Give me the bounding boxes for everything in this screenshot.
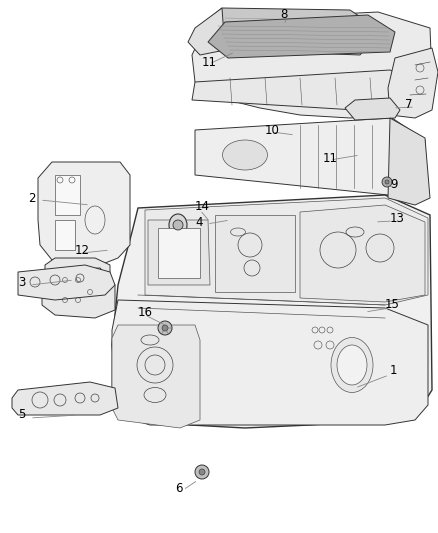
Text: 11: 11 xyxy=(323,151,338,165)
Circle shape xyxy=(195,465,209,479)
Circle shape xyxy=(385,180,389,184)
Circle shape xyxy=(173,220,183,230)
Text: 2: 2 xyxy=(28,191,35,205)
Text: 7: 7 xyxy=(405,99,413,111)
Text: 1: 1 xyxy=(390,364,398,376)
Circle shape xyxy=(158,321,172,335)
Polygon shape xyxy=(300,205,425,302)
Polygon shape xyxy=(38,162,130,265)
Polygon shape xyxy=(192,12,432,118)
Polygon shape xyxy=(112,300,428,425)
Polygon shape xyxy=(145,198,428,305)
Polygon shape xyxy=(158,228,200,278)
Circle shape xyxy=(162,325,168,331)
Polygon shape xyxy=(55,175,80,215)
Text: 6: 6 xyxy=(175,481,183,495)
Text: 8: 8 xyxy=(280,9,287,21)
Ellipse shape xyxy=(85,206,105,234)
Circle shape xyxy=(199,469,205,475)
Text: 4: 4 xyxy=(195,215,202,229)
Polygon shape xyxy=(12,382,118,415)
Ellipse shape xyxy=(331,337,373,392)
Text: 10: 10 xyxy=(265,124,280,136)
Polygon shape xyxy=(188,8,225,55)
Polygon shape xyxy=(55,220,75,250)
Polygon shape xyxy=(195,8,380,55)
Text: 15: 15 xyxy=(385,298,400,311)
Text: 14: 14 xyxy=(195,200,210,214)
Polygon shape xyxy=(148,220,210,285)
Text: 3: 3 xyxy=(18,277,25,289)
Polygon shape xyxy=(45,258,110,290)
Ellipse shape xyxy=(223,140,268,170)
Ellipse shape xyxy=(169,214,187,236)
Text: 12: 12 xyxy=(75,244,90,256)
Text: 9: 9 xyxy=(390,179,398,191)
Polygon shape xyxy=(215,215,295,292)
Text: 13: 13 xyxy=(390,212,405,224)
Polygon shape xyxy=(42,268,115,318)
Polygon shape xyxy=(345,98,400,120)
Polygon shape xyxy=(192,70,425,112)
Polygon shape xyxy=(208,15,395,58)
Polygon shape xyxy=(388,118,430,205)
Polygon shape xyxy=(18,265,115,300)
Polygon shape xyxy=(112,325,200,428)
Text: 16: 16 xyxy=(138,306,153,319)
Polygon shape xyxy=(388,48,438,118)
Circle shape xyxy=(382,177,392,187)
Polygon shape xyxy=(112,195,432,428)
Ellipse shape xyxy=(337,345,367,385)
Text: 11: 11 xyxy=(202,55,217,69)
Polygon shape xyxy=(195,118,425,195)
Text: 5: 5 xyxy=(18,408,25,422)
